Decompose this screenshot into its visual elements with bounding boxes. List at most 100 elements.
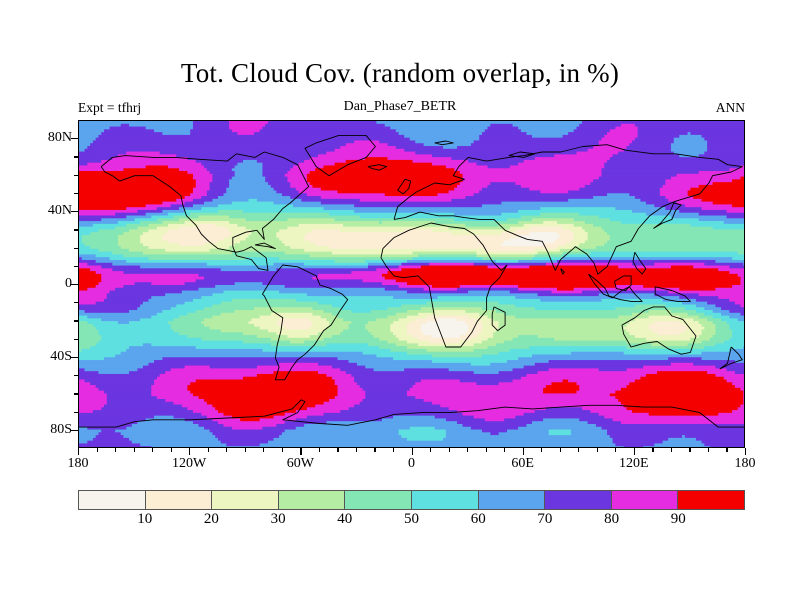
y-tickmark xyxy=(74,375,78,377)
y-tickmark xyxy=(74,338,78,340)
coastline-path xyxy=(397,178,412,195)
y-tickmark xyxy=(74,229,78,231)
x-tickmark xyxy=(559,448,561,452)
coastline-path xyxy=(491,306,506,332)
x-tickmark xyxy=(170,448,172,452)
coastline-path xyxy=(100,151,310,271)
colorbar-tick-40: 40 xyxy=(337,511,353,527)
x-tickmark xyxy=(541,448,543,452)
x-tickmark xyxy=(467,448,469,452)
y-tickmark xyxy=(74,156,78,158)
x-tickmark xyxy=(189,448,191,455)
x-tickmark xyxy=(226,448,228,452)
x-tickmark xyxy=(670,448,673,452)
x-tickmark xyxy=(430,448,432,452)
coastline-path xyxy=(654,286,691,302)
y-tick-80N: 80N xyxy=(47,130,72,146)
x-tick-60W: 60W xyxy=(286,456,314,471)
colorbar-segment-3 xyxy=(278,491,346,509)
coastline-path xyxy=(621,306,697,355)
coastline-path xyxy=(588,273,643,302)
colorbar-segment-8 xyxy=(611,491,679,509)
x-tickmark xyxy=(244,448,246,452)
colorbar-tick-20: 20 xyxy=(203,511,219,527)
colorbar-segment-7 xyxy=(545,491,612,509)
x-tickmark xyxy=(633,448,636,455)
x-tickmark xyxy=(578,448,580,452)
x-tickmark xyxy=(726,448,728,452)
x-tickmark xyxy=(504,448,506,452)
cloud-cover-contour-field xyxy=(79,121,744,447)
experiment-label: Expt = tfhrj xyxy=(78,100,142,115)
coastline-path xyxy=(254,242,276,250)
x-tickmark xyxy=(133,448,135,452)
y-tickmark xyxy=(74,192,78,195)
coastline-path xyxy=(614,275,632,291)
coastline-path xyxy=(367,164,388,171)
map-plot-area xyxy=(78,120,745,448)
colorbar xyxy=(78,490,745,510)
season-label: ANN xyxy=(715,100,745,115)
x-tick-120E: 120E xyxy=(619,456,649,471)
y-tickmark xyxy=(74,302,78,304)
coastline-path xyxy=(262,264,349,381)
x-tickmark xyxy=(152,448,154,452)
colorbar-segment-6 xyxy=(478,491,546,509)
y-tickmark xyxy=(71,211,78,213)
y-tickmark xyxy=(74,265,78,267)
y-tickmark xyxy=(71,429,78,431)
colorbar-tick-10: 10 xyxy=(137,511,153,527)
x-tickmark xyxy=(300,448,302,455)
x-tickmark xyxy=(707,448,710,452)
colorbar-tick-70: 70 xyxy=(537,511,553,527)
x-tickmark xyxy=(615,448,617,452)
x-tick-180: 180 xyxy=(734,456,756,471)
x-tickmark xyxy=(115,448,117,452)
colorbar-segment-4 xyxy=(345,491,412,509)
y-tickmark xyxy=(74,174,78,176)
x-tickmark xyxy=(96,448,98,452)
colorbar-segment-2 xyxy=(212,491,279,509)
coastline-path xyxy=(393,144,743,275)
x-tick-0: 0 xyxy=(408,456,415,471)
coastline-path xyxy=(380,222,508,348)
x-tickmark xyxy=(318,448,321,452)
x-tickmark xyxy=(522,448,524,455)
x-tickmark xyxy=(392,448,395,452)
colorbar-segment-5 xyxy=(411,491,479,509)
coastline-path xyxy=(508,151,536,158)
x-tickmark xyxy=(596,448,598,452)
y-tickmark xyxy=(74,393,78,395)
colorbar-segment-1 xyxy=(145,491,213,509)
x-tickmark xyxy=(374,448,376,452)
x-tickmark xyxy=(652,448,654,452)
x-tick-60E: 60E xyxy=(511,456,534,471)
y-tickmark xyxy=(71,356,78,359)
x-tickmark xyxy=(355,448,358,452)
y-tickmark xyxy=(74,411,78,413)
x-tickmark xyxy=(207,448,209,452)
coastline-path xyxy=(304,135,376,177)
coastline-path xyxy=(632,251,647,275)
x-tick-180: 180 xyxy=(67,456,89,471)
colorbar-segment-0 xyxy=(79,491,146,509)
y-tickmark xyxy=(71,138,78,140)
y-tick-80S: 80S xyxy=(50,421,72,437)
y-tick-40S: 40S xyxy=(50,348,72,364)
y-axis-labels: 80N 40N 0 40S 80S xyxy=(16,120,72,448)
x-tickmark xyxy=(485,448,487,452)
coastline-path xyxy=(719,346,743,370)
y-tick-0: 0 xyxy=(65,276,72,291)
coastline-path xyxy=(560,268,565,275)
colorbar-tick-60: 60 xyxy=(470,511,486,527)
coastline-path xyxy=(653,202,682,229)
x-tickmark xyxy=(689,448,691,452)
x-tickmark xyxy=(337,448,339,452)
y-tickmark xyxy=(74,247,78,249)
page-title: Tot. Cloud Cov. (random overlap, in %) xyxy=(180,58,620,88)
x-tickmark xyxy=(263,448,265,452)
x-tick-120W: 120W xyxy=(172,456,207,471)
y-tick-40N: 40N xyxy=(47,203,72,219)
x-tickmark xyxy=(281,448,283,452)
